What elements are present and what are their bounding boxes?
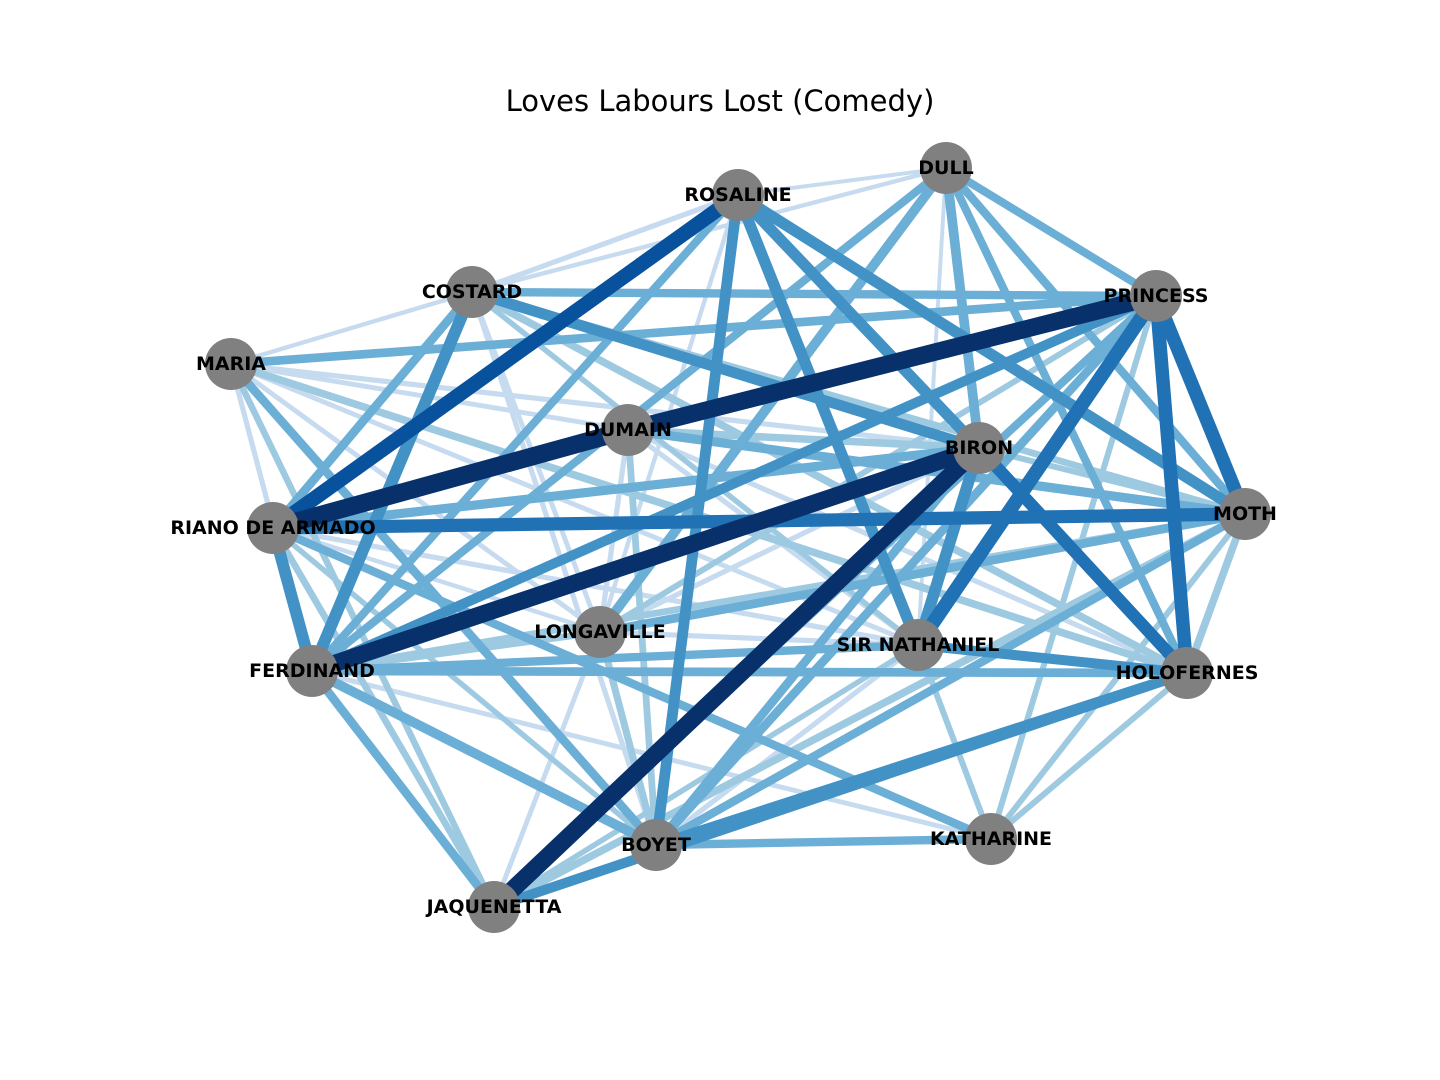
node-label-dumain: DUMAIN [584, 419, 672, 441]
node-holofernes [1161, 647, 1213, 699]
edge-costard-boyet [469, 291, 659, 846]
edge-princess-sir_nathaniel [912, 292, 1162, 649]
node-katharine [965, 813, 1017, 865]
edge-biron-sir_nathaniel [912, 446, 985, 647]
edge-dumain-armado [270, 421, 631, 537]
edge-princess-boyet [652, 293, 1160, 848]
node-label-jaquenetta: JAQUENETTA [425, 896, 562, 918]
node-princess [1130, 270, 1182, 322]
edge-layer [227, 164, 1252, 914]
edge-longaville-jaquenetta [491, 631, 603, 908]
edge-ferdinand-jaquenetta [308, 668, 498, 910]
edge-biron-holofernes [974, 443, 1192, 678]
node-label-costard: COSTARD [422, 281, 522, 303]
edge-sir_nathaniel-jaquenetta [492, 642, 920, 910]
edge-armado-longaville [272, 525, 601, 635]
node-label-maria: MARIA [196, 353, 266, 375]
node-boyet [630, 819, 682, 871]
edge-princess-katharine [988, 295, 1159, 840]
node-label-moth: MOTH [1213, 503, 1277, 525]
edge-longaville-sir_nathaniel [599, 629, 919, 648]
edge-dull-biron [941, 167, 984, 449]
node-dull [920, 142, 972, 194]
edge-dull-moth [942, 165, 1249, 517]
edge-dumain-moth [627, 425, 1246, 519]
node-rosaline [712, 169, 764, 221]
edge-biron-armado [272, 443, 980, 533]
edge-maria-princess [230, 291, 1157, 369]
node-biron [953, 422, 1005, 474]
edge-dull-princess [943, 164, 1159, 300]
edge-dull-rosaline [737, 166, 947, 197]
chart-title: Loves Labours Lost (Comedy) [505, 84, 935, 118]
node-label-longaville: LONGAVILLE [534, 621, 665, 643]
edge-dumain-biron [627, 426, 980, 452]
node-label-ferdinand: FERDINAND [249, 660, 375, 682]
edge-rosaline-costard [471, 192, 739, 295]
node-sir-nathaniel [892, 619, 944, 671]
node-ferdinand [286, 645, 338, 697]
edge-rosaline-ferdinand [308, 192, 742, 674]
node-label-dull: DULL [918, 157, 973, 179]
edge-dumain-longaville [597, 429, 631, 633]
node-longaville [574, 606, 626, 658]
edge-dumain-boyet [624, 429, 660, 846]
label-layer: DULL ROSALINE COSTARD PRINCESS MARIA DUMAIN BI… [170, 157, 1277, 918]
edge-ferdinand-biron [309, 439, 982, 680]
edge-rosaline-biron [733, 191, 984, 452]
edge-sir_nathaniel-holofernes [917, 640, 1188, 678]
node-label-sir-nathaniel: SIR NATHANIEL [837, 634, 1000, 656]
edge-princess-moth [1149, 293, 1252, 517]
edge-biron-jaquenetta [488, 441, 985, 914]
edge-costard-armado [269, 289, 476, 531]
node-dumain [602, 404, 654, 456]
node-label-rosaline: ROSALINE [684, 184, 791, 206]
node-label-boyet: BOYET [621, 834, 691, 856]
edge-sir_nathaniel-boyet [654, 642, 920, 848]
node-label-biron: BIRON [945, 437, 1013, 459]
edge-rosaline-sir_nathaniel [732, 192, 924, 648]
edge-holofernes-jaquenetta [492, 668, 1189, 912]
edge-moth-holofernes [1183, 512, 1249, 675]
node-maria [205, 338, 257, 390]
node-label-holofernes: HOLOFERNES [1116, 662, 1259, 684]
edge-rosaline-armado [268, 188, 743, 535]
edge-armado-sir_nathaniel [272, 525, 919, 648]
edge-maria-costard [230, 289, 473, 367]
edge-longaville-moth [599, 509, 1246, 637]
edge-costard-ferdinand [306, 289, 478, 674]
node-label-katharine: KATHARINE [930, 828, 1052, 850]
edge-moth-jaquenetta [492, 510, 1247, 911]
edge-maria-boyet [227, 361, 660, 848]
node-armado [247, 502, 299, 554]
edge-princess-ferdinand [309, 291, 1159, 676]
edge-rosaline-moth [734, 190, 1249, 519]
node-label-princess: PRINCESS [1104, 285, 1209, 307]
node-layer [205, 142, 1271, 933]
edge-katharine-holofernes [989, 670, 1189, 842]
edge-moth-boyet [653, 510, 1248, 849]
node-costard [446, 266, 498, 318]
edge-princess-holofernes [1149, 295, 1194, 674]
edge-boyet-katharine [655, 834, 992, 850]
node-label-armado: RIANO DE ARMADO [170, 517, 375, 539]
edge-costard-princess [471, 287, 1157, 301]
node-jaquenetta [468, 881, 520, 933]
edge-princess-dumain [625, 287, 1159, 439]
node-moth [1219, 488, 1271, 540]
edge-armado-jaquenetta [270, 526, 497, 909]
edge-armado-katharine [271, 524, 993, 843]
